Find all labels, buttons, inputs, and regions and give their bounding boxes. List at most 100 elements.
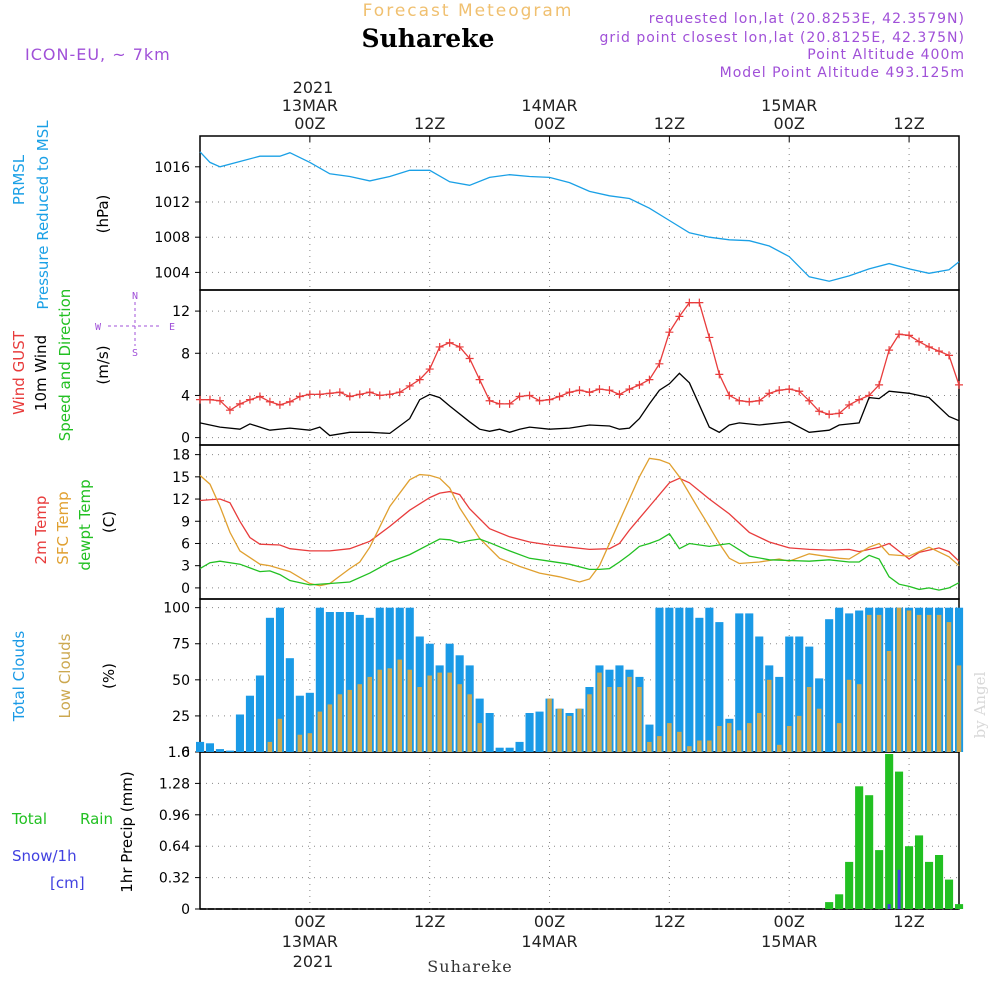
wind-unit-label: (m/s): [94, 345, 112, 384]
low-cloud-bar: [387, 668, 392, 752]
gust-point: [205, 395, 214, 404]
y-tick-label: 1012: [154, 195, 190, 211]
gust-point: [235, 399, 244, 408]
y-tick-label: 1.28: [159, 776, 190, 792]
gust-point: [295, 392, 304, 401]
total-cloud-bar: [295, 695, 304, 752]
low-cloud-bar: [347, 689, 352, 752]
gust-point: [405, 381, 414, 390]
low-cloud-bar: [856, 684, 862, 752]
gust-point: [465, 354, 474, 363]
gust-point: [935, 347, 944, 356]
low-cloud-bar: [307, 733, 313, 752]
total-cloud-bar: [225, 750, 234, 752]
panel-1-grid: [195, 289, 960, 446]
total-cloud-bar: [515, 741, 524, 752]
total-cloud-bar: [855, 610, 864, 752]
gust-point: [585, 388, 594, 397]
gust-point: [445, 338, 454, 347]
gust-point: [395, 388, 404, 397]
bottom-time-label: 00Z: [774, 912, 805, 931]
gust-point: [835, 409, 844, 418]
total-cloud-bar: [535, 711, 544, 752]
pressure-unit-label: (hPa): [94, 195, 112, 234]
gust-point: [665, 328, 674, 337]
gust-point: [725, 391, 734, 400]
y-tick-label: 3: [181, 559, 190, 575]
gust-point: [325, 389, 334, 398]
watermark: by Angel: [971, 671, 989, 738]
panel-frame: [199, 135, 960, 291]
low-cloud-bar: [367, 676, 372, 752]
gust-point: [335, 388, 344, 397]
gust-point: [955, 380, 963, 389]
gust-point: [385, 390, 394, 399]
bottom-time-label: 00Z: [294, 912, 325, 931]
y-tick-label: 0: [181, 902, 190, 918]
gust-point: [855, 395, 864, 404]
rain-bar: [955, 904, 964, 909]
pressure-line: [199, 151, 960, 282]
low-cloud-bar: [876, 614, 882, 752]
gust-point: [255, 392, 264, 401]
temp-panel-labels: 2m Temp SFC Temp dewpt Temp (C): [32, 479, 118, 570]
low-cloud-bar: [767, 679, 772, 752]
gust-point: [655, 359, 664, 368]
top-date-label: 13MAR: [282, 96, 338, 115]
precip-panel-labels: Total Rain Snow/1h [cm] 1hr Precip (mm): [11, 771, 136, 892]
low-cloud-bar: [477, 723, 482, 752]
y-tick-label: 0: [181, 745, 190, 761]
y-tick-label: 75: [172, 637, 190, 653]
gust-point: [735, 396, 744, 405]
panel-0-grid: [195, 135, 960, 291]
y-tick-label: 0.32: [159, 871, 190, 887]
gust-point: [425, 365, 434, 374]
gust-point: [535, 396, 544, 405]
y-tick-label: 0: [181, 581, 190, 597]
total-cloud-bar: [205, 743, 214, 752]
low-cloud-bar: [357, 684, 362, 752]
total-cloud-bar: [345, 612, 354, 752]
gust-point: [695, 298, 704, 307]
compass-south: S: [132, 348, 138, 359]
rain-bar: [935, 855, 944, 909]
wind10m-label: 10m Wind: [32, 335, 50, 411]
low-cloud-bar: [816, 708, 822, 752]
gust-point: [795, 387, 804, 396]
low-cloud-bar: [437, 672, 442, 752]
gust-point: [825, 410, 834, 419]
model-altitude: Model Point Altitude 493.125m: [720, 65, 965, 81]
gust-point: [575, 386, 584, 395]
gust-point: [645, 375, 654, 384]
y-tick-label: 8: [181, 346, 190, 362]
gust-point: [675, 312, 684, 321]
rain-bar: [925, 861, 934, 909]
low-cloud-bar: [707, 740, 712, 752]
rain-bar: [905, 846, 914, 909]
bottom-time-label: 00Z: [534, 912, 565, 931]
low-cloud-bar: [317, 711, 323, 752]
total-cloud-bar: [655, 607, 664, 752]
low-cloud-bar: [777, 744, 782, 752]
gust-point: [815, 407, 824, 416]
rain-bar: [845, 861, 854, 909]
total-cloud-bar: [745, 613, 754, 752]
gust-point: [765, 389, 774, 398]
rain-bar: [855, 786, 864, 909]
total-cloud-bar: [255, 675, 264, 752]
low-cloud-bar: [667, 723, 672, 752]
top-time-label: 00Z: [774, 114, 805, 133]
snow-unit-label: [cm]: [50, 874, 85, 892]
gust-point: [635, 380, 644, 389]
pressure-desc-label: Pressure Reduced to MSL: [34, 120, 52, 310]
gust-point: [605, 386, 614, 395]
low-cloud-bar: [936, 614, 942, 752]
total-cloud-bar: [315, 607, 324, 752]
gust-point: [515, 392, 524, 401]
low-cloud-bar: [787, 726, 792, 752]
panel-4-grid: [195, 751, 960, 910]
top-time-label: 00Z: [294, 114, 325, 133]
bottom-date-label: 14MAR: [521, 932, 577, 951]
low-cloud-bar: [926, 614, 932, 752]
gust-point: [755, 396, 764, 405]
